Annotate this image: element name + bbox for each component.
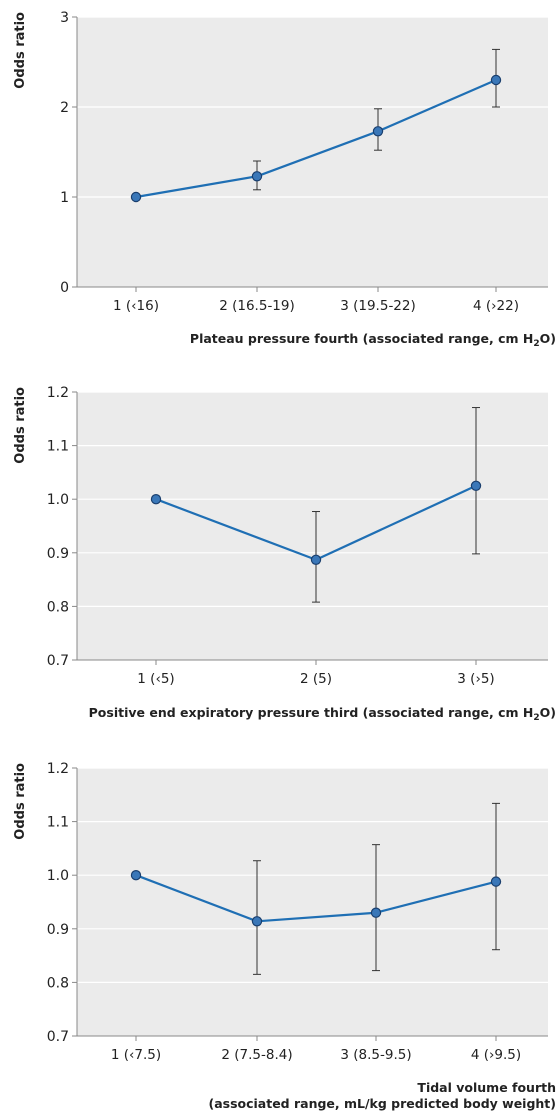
chart2-xtick-label: 3 (›5): [457, 671, 494, 687]
chart3-data-point: [251, 916, 263, 927]
chart3-xlabel-line2: (associated range, mL/kg predicted body …: [208, 1096, 556, 1111]
chart1-ytick-label: 1: [60, 190, 69, 206]
chart3-ytick-label: 1.2: [47, 761, 69, 777]
chart1-data-point: [372, 126, 384, 137]
chart1-xlabel-main: Plateau pressure fourth (associated rang…: [189, 331, 534, 346]
chart2-xtick-label: 1 (‹5): [137, 671, 174, 687]
chart3-data-point: [370, 907, 382, 918]
chart2-ytick-label: 0.9: [47, 546, 69, 562]
chart2-ytick-label: 0.7: [47, 653, 69, 669]
chart1-xlabel-sub: 2: [533, 339, 540, 349]
chart1-data-point: [251, 171, 263, 182]
chart2-ylabel: Odds ratio: [13, 387, 28, 464]
chart2-data-point: [310, 554, 322, 565]
chart3-ytick-label: 1.1: [47, 815, 69, 831]
chart1-xlabel-end: O): [539, 331, 556, 346]
chart2-ytick-label: 1.1: [47, 439, 69, 455]
chart3-ylabel: Odds ratio: [13, 763, 28, 840]
chart2-ytick-label: 0.8: [47, 599, 69, 615]
chart2-data-point: [150, 494, 162, 505]
chart1-plot-area: [77, 17, 548, 287]
chart3-data-point: [490, 876, 502, 887]
chart1-ylabel: Odds ratio: [13, 12, 28, 89]
chart2-xtick-label: 2 (5): [300, 671, 332, 687]
chart3-xtick-label: 4 (›9.5): [471, 1047, 521, 1063]
chart2-xlabel-end: O): [539, 705, 556, 720]
chart1-series-line: [135, 78, 497, 199]
chart1-xlabel: Plateau pressure fourth (associated rang…: [189, 331, 556, 349]
chart3-ytick-label: 0.9: [47, 922, 69, 938]
chart3-ytick-label: 0.8: [47, 975, 69, 991]
chart3-series-line: [135, 874, 497, 923]
chart1-xtick-label: 2 (16.5-19): [219, 298, 295, 314]
chart1-ytick-label: 3: [60, 10, 69, 26]
chart3-xtick-label: 3 (8.5-9.5): [340, 1047, 411, 1063]
chart2-xlabel-sub: 2: [533, 713, 540, 723]
chart2-xlabel: Positive end expiratory pressure third (…: [88, 705, 556, 723]
chart1-xtick-label: 1 (‹16): [113, 298, 159, 314]
chart3-ytick-label: 0.7: [47, 1029, 69, 1045]
chart3-xtick-label: 2 (7.5-8.4): [221, 1047, 292, 1063]
chart3-ytick-label: 1.0: [47, 868, 69, 884]
chart3-xlabel: Tidal volume fourth (associated range, m…: [208, 1080, 556, 1112]
chart1-data-point: [490, 74, 502, 86]
chart2-plot-area: [77, 392, 548, 660]
chart2-data-point: [470, 480, 482, 491]
chart3-plot-area: [77, 768, 548, 1036]
chart1-xtick-label: 4 (›22): [473, 298, 519, 314]
chart3-xlabel-line1: Tidal volume fourth: [417, 1080, 556, 1095]
chart2-ytick-label: 1.0: [47, 492, 69, 508]
chart1-ytick-label: 0: [60, 280, 69, 296]
chart2-xlabel-main: Positive end expiratory pressure third (…: [88, 705, 534, 720]
chart2-ytick-label: 1.2: [47, 385, 69, 401]
chart1-xtick-label: 3 (19.5-22): [340, 298, 416, 314]
chart1-data-point: [130, 191, 142, 203]
chart3-data-point: [130, 870, 142, 881]
chart1-ytick-label: 2: [60, 100, 69, 116]
chart3-xtick-label: 1 (‹7.5): [111, 1047, 161, 1063]
